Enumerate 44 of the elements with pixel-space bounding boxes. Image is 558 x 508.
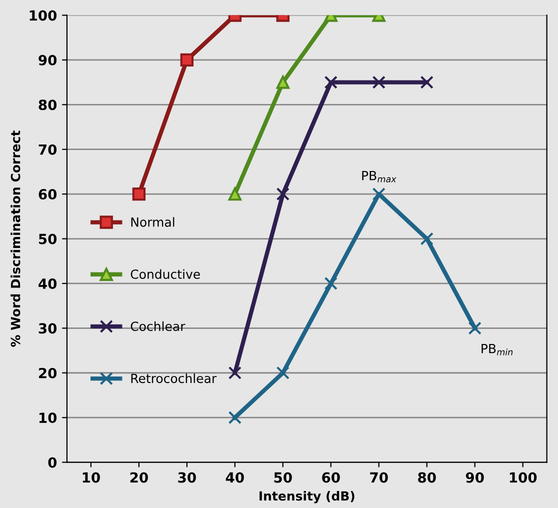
legend-label: Cochlear bbox=[130, 321, 186, 332]
x-tick-label: 60 bbox=[322, 472, 340, 483]
annotation: PB$_{max}$ bbox=[362, 171, 396, 182]
point bbox=[228, 187, 242, 201]
point bbox=[276, 76, 290, 89]
point bbox=[276, 366, 290, 380]
x-tick-label: 90 bbox=[466, 472, 484, 483]
point bbox=[228, 410, 242, 424]
legend-label: Retrocochlear bbox=[131, 373, 217, 384]
point bbox=[324, 76, 338, 89]
point bbox=[228, 366, 242, 380]
x-axis-title: Intensity (dB) bbox=[260, 491, 354, 504]
point bbox=[324, 276, 338, 290]
point bbox=[468, 322, 482, 335]
legend-label: Conductive bbox=[130, 269, 200, 279]
point bbox=[372, 187, 386, 201]
y-tick-label: 100 bbox=[30, 10, 57, 21]
point bbox=[420, 76, 434, 89]
y-tick-label: 30 bbox=[38, 323, 57, 334]
annotation: PB$_{min}$ bbox=[482, 344, 513, 356]
point bbox=[372, 76, 386, 89]
x-tick-label: 100 bbox=[510, 472, 537, 483]
x-tick-label: 30 bbox=[178, 472, 196, 483]
x-tick-label: 10 bbox=[82, 472, 100, 483]
x-tick-label: 70 bbox=[370, 472, 388, 483]
y-tick-label: 40 bbox=[38, 278, 57, 289]
y-tick-label: 50 bbox=[38, 234, 57, 244]
y-axis-title: % Word Discrimination Correct bbox=[10, 130, 20, 347]
x-tick-label: 80 bbox=[418, 472, 436, 483]
y-tick-label: 10 bbox=[39, 412, 57, 424]
x-tick-label: 40 bbox=[226, 472, 244, 483]
point bbox=[276, 187, 290, 201]
x-tick-label: 50 bbox=[274, 472, 292, 483]
y-tick-label: 70 bbox=[38, 144, 57, 155]
point bbox=[180, 53, 194, 67]
y-tick-label: 80 bbox=[38, 100, 57, 110]
y-tick-label: 20 bbox=[39, 368, 57, 378]
y-tick-label: 90 bbox=[38, 54, 57, 66]
y-tick-label: 0 bbox=[48, 457, 57, 468]
legend-label: Normal bbox=[131, 217, 174, 227]
x-tick-label: 20 bbox=[130, 472, 148, 483]
point bbox=[132, 187, 146, 201]
y-tick-label: 60 bbox=[38, 189, 57, 200]
point bbox=[420, 232, 434, 246]
